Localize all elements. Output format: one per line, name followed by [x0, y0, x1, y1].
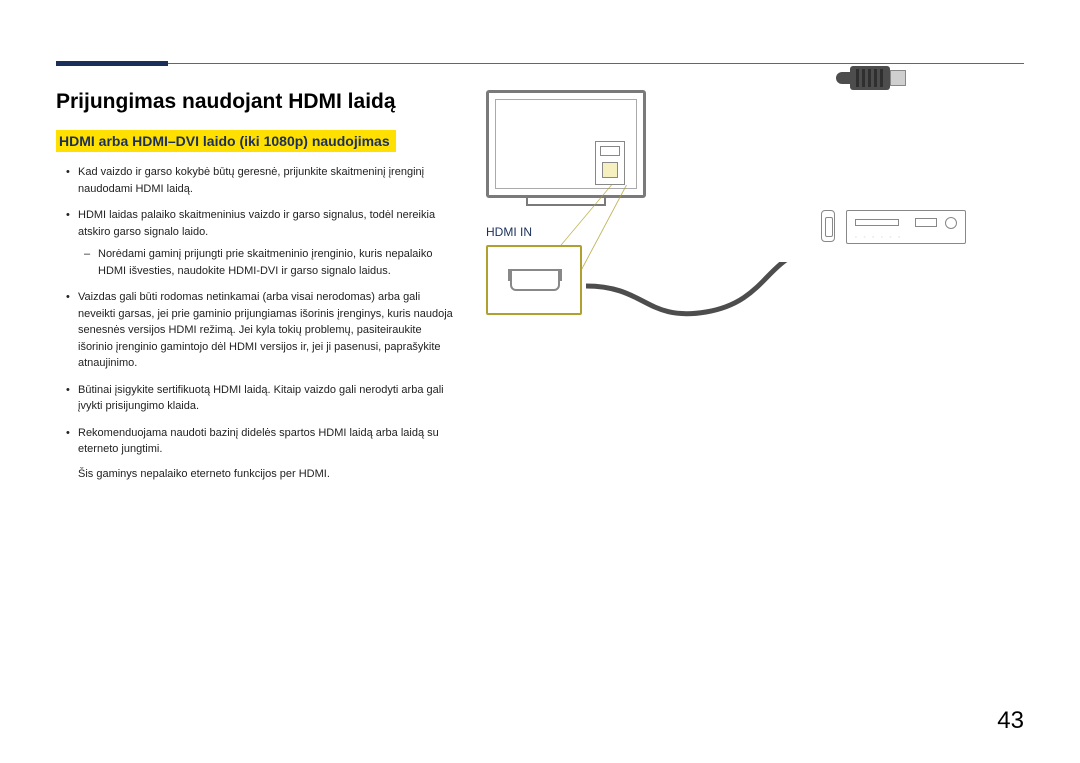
bullet-item: Būtinai įsigykite sertifikuotą HDMI laid…: [56, 382, 456, 415]
hdmi-port-shape-icon: [510, 269, 560, 291]
diagram-column: HDMI IN: [486, 90, 1024, 482]
sub-bullet: Norėdami gaminį prijungti prie skaitmeni…: [78, 246, 456, 279]
bullet-text: Būtinai įsigykite sertifikuotą HDMI laid…: [78, 384, 444, 413]
bullet-text: HDMI laidas palaiko skaitmeninius vaizdo…: [78, 209, 435, 238]
bullet-item: Vaizdas gali būti rodomas netinkamai (ar…: [56, 289, 456, 372]
tv-port-slot: [600, 146, 620, 156]
connector-grip: [856, 69, 859, 87]
bullet-text: Rekomenduojama naudoti bazinį didelės sp…: [78, 427, 439, 456]
bullet-list: Kad vaizdo ir garso kokybė būtų geresnė,…: [56, 164, 456, 458]
hdmi-port-zoom-icon: [486, 245, 582, 315]
page-number: 43: [997, 707, 1024, 735]
tv-hdmi-port-highlight: [602, 162, 618, 178]
bullet-item: Rekomenduojama naudoti bazinį didelės sp…: [56, 425, 456, 458]
player-display: [915, 218, 937, 227]
content-columns: Prijungimas naudojant HDMI laidą HDMI ar…: [56, 90, 1024, 482]
player-knob: [945, 217, 957, 229]
text-column: Prijungimas naudojant HDMI laidą HDMI ar…: [56, 90, 456, 482]
bullet-text: Vaizdas gali būti rodomas netinkamai (ar…: [78, 291, 453, 369]
player-tray: [855, 219, 899, 226]
manual-page: Prijungimas naudojant HDMI laidą HDMI ar…: [0, 0, 1080, 763]
connector-plug: [890, 70, 906, 86]
header-accent-bar: [56, 61, 168, 66]
connection-diagram: HDMI IN: [486, 90, 906, 330]
hdmi-cable-icon: [586, 262, 806, 322]
bullet-text: Kad vaizdo ir garso kokybė būtų geresnė,…: [78, 166, 424, 195]
section-title: Prijungimas naudojant HDMI laidą: [56, 90, 456, 114]
hdmi-connector-icon: [826, 60, 908, 96]
sub-bullet-text: Norėdami gaminį prijungti prie skaitmeni…: [98, 248, 432, 277]
footnote: Šis gaminys nepalaiko eterneto funkcijos…: [56, 466, 456, 483]
tv-port-panel: [595, 141, 625, 185]
bullet-item: HDMI laidas palaiko skaitmeninius vaizdo…: [56, 207, 456, 279]
sub-heading-highlight: HDMI arba HDMI–DVI laido (iki 1080p) nau…: [56, 130, 396, 152]
media-player-icon: ○ ○ ○ ○ ○ ○: [846, 210, 966, 244]
player-buttons: ○ ○ ○ ○ ○ ○: [855, 235, 903, 239]
side-port-icon: [821, 210, 835, 242]
bullet-item: Kad vaizdo ir garso kokybė būtų geresnė,…: [56, 164, 456, 197]
hdmi-in-label: HDMI IN: [486, 225, 532, 239]
tv-back-icon: [486, 90, 646, 198]
